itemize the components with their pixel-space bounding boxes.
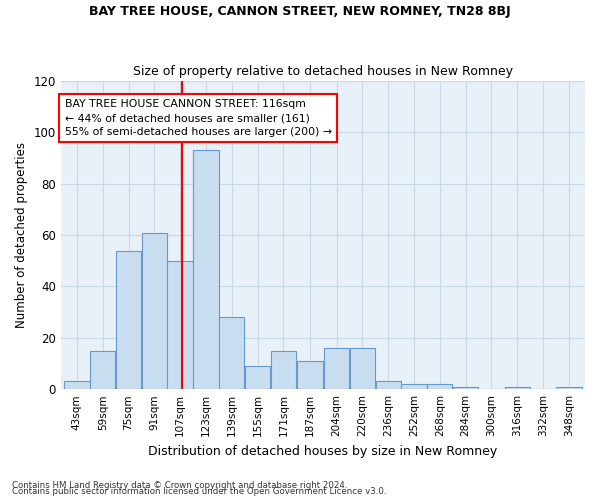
Bar — [376, 382, 401, 389]
Bar — [296, 361, 323, 389]
Bar — [245, 366, 270, 389]
Bar — [116, 250, 141, 389]
Title: Size of property relative to detached houses in New Romney: Size of property relative to detached ho… — [133, 66, 513, 78]
Bar — [219, 318, 244, 389]
Y-axis label: Number of detached properties: Number of detached properties — [15, 142, 28, 328]
Bar — [271, 350, 296, 389]
Text: BAY TREE HOUSE CANNON STREET: 116sqm
← 44% of detached houses are smaller (161)
: BAY TREE HOUSE CANNON STREET: 116sqm ← 4… — [65, 99, 332, 137]
X-axis label: Distribution of detached houses by size in New Romney: Distribution of detached houses by size … — [148, 444, 497, 458]
Text: Contains HM Land Registry data © Crown copyright and database right 2024.: Contains HM Land Registry data © Crown c… — [12, 481, 347, 490]
Bar — [505, 386, 530, 389]
Bar — [142, 232, 167, 389]
Bar — [64, 382, 89, 389]
Bar — [453, 386, 478, 389]
Text: Contains public sector information licensed under the Open Government Licence v3: Contains public sector information licen… — [12, 487, 386, 496]
Text: BAY TREE HOUSE, CANNON STREET, NEW ROMNEY, TN28 8BJ: BAY TREE HOUSE, CANNON STREET, NEW ROMNE… — [89, 5, 511, 18]
Bar — [427, 384, 452, 389]
Bar — [167, 261, 193, 389]
Bar — [556, 386, 581, 389]
Bar — [193, 150, 218, 389]
Bar — [401, 384, 427, 389]
Bar — [324, 348, 349, 389]
Bar — [350, 348, 375, 389]
Bar — [90, 350, 115, 389]
